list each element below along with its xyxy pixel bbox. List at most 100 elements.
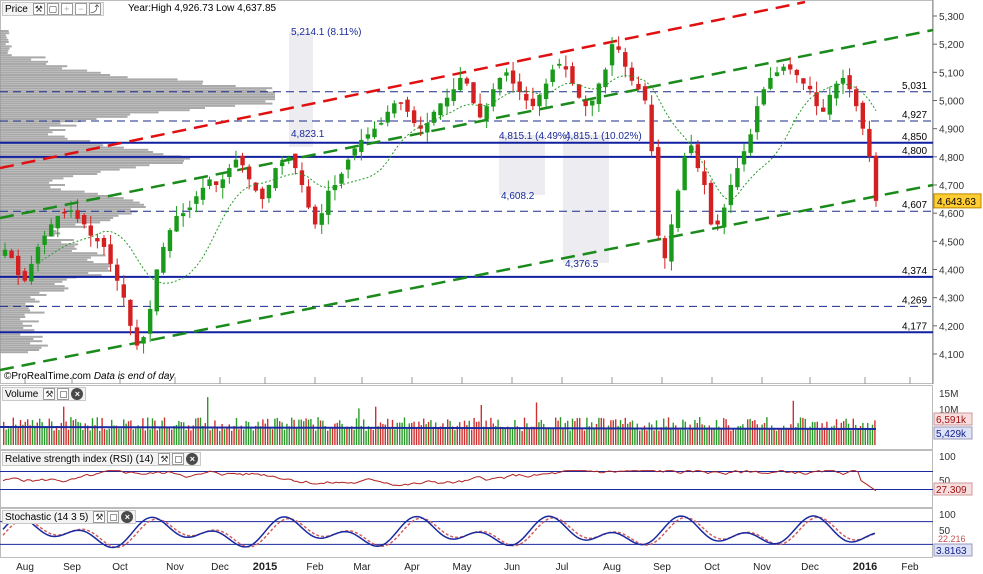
wrench-icon[interactable]: ⚒ — [43, 388, 56, 400]
volume-bar — [742, 424, 744, 445]
price-panel[interactable]: 5,214.1 (8.11%) 4,823.1 4,815.1 (4.49%) 4,8… — [0, 0, 983, 385]
level-label: 4,607 — [902, 200, 927, 211]
volume-bar — [785, 427, 787, 445]
volume-profile-bar — [0, 56, 46, 59]
volume-bar — [559, 417, 562, 445]
candle-body — [121, 284, 126, 298]
volume-bar — [154, 420, 156, 445]
candle-body — [669, 224, 674, 262]
volume-bar — [286, 423, 288, 445]
volume-bar — [444, 427, 446, 445]
volume-bar — [490, 417, 492, 445]
volume-bar — [262, 419, 264, 445]
rsi-panel-title: Relative strength index (RSI) (14) — [5, 453, 154, 465]
candle-body — [807, 85, 813, 90]
volume-profile-bar — [0, 80, 204, 83]
volume-bar — [401, 422, 403, 445]
candle-body — [755, 106, 760, 133]
candle-body — [860, 102, 866, 129]
volume-bar — [586, 417, 588, 445]
candle-body — [332, 185, 338, 191]
volume-profile-bar — [0, 82, 203, 85]
volume-profile-bar — [0, 322, 23, 325]
axis-tick-label: 4,900 — [939, 125, 964, 136]
volume-bar — [130, 420, 132, 445]
volume-profile-bar — [0, 311, 45, 314]
pointer-icon[interactable]: ⤴ — [88, 3, 101, 15]
volume-bar — [535, 402, 538, 445]
volume-bar — [113, 425, 115, 445]
candle-body — [814, 92, 819, 107]
volume-bar — [377, 426, 379, 445]
close-icon[interactable]: × — [186, 453, 199, 465]
window-icon[interactable]: ▢ — [172, 453, 185, 465]
volume-bar — [406, 428, 408, 445]
volume-bar — [843, 421, 845, 445]
volume-profile-bar — [0, 140, 91, 142]
candle-body — [42, 235, 47, 245]
volume-bar — [166, 426, 168, 445]
volume-bar — [336, 422, 338, 445]
volume-bar — [636, 423, 638, 445]
candle-body — [735, 168, 740, 188]
price-chart[interactable]: 5,214.1 (8.11%)4,823.1 4,815.1 (4.49%)4,8… — [0, 0, 983, 385]
volume-profile-bar — [0, 338, 34, 340]
window-icon[interactable]: ▢ — [46, 3, 59, 15]
volume-bar — [55, 426, 58, 445]
volume-bar — [735, 429, 737, 445]
candle-body — [266, 185, 272, 199]
volume-bar — [346, 426, 348, 445]
candle-body — [728, 185, 734, 206]
zoom-in-icon[interactable]: + — [60, 3, 73, 15]
volume-bar — [689, 424, 691, 445]
volume-bar — [243, 429, 245, 445]
window-icon[interactable]: ▢ — [107, 511, 120, 523]
volume-bar — [511, 427, 514, 445]
volume-profile-bar — [0, 258, 88, 261]
volume-panel-title: Volume — [5, 388, 39, 400]
zoom-out-icon[interactable]: − — [74, 3, 87, 15]
candle-body — [471, 82, 476, 104]
wrench-icon[interactable]: ⚒ — [93, 511, 106, 523]
volume-bars — [3, 397, 876, 445]
rsi-panel[interactable]: 100 50 27.309 Relative strength index (RSI… — [0, 450, 983, 508]
volume-profile-bar — [0, 146, 124, 149]
time-axis-label: Feb — [901, 562, 919, 573]
volume-profile-bar — [0, 199, 134, 202]
candle-body — [840, 77, 846, 84]
volume-bar — [665, 426, 667, 445]
volume-profile-bar — [0, 219, 111, 222]
volume-bar — [761, 424, 763, 445]
volume-profile-bar — [0, 300, 40, 303]
close-icon[interactable]: × — [71, 388, 84, 400]
volume-bar — [34, 425, 36, 445]
candle-body — [141, 337, 146, 344]
volume-bar — [91, 418, 94, 445]
volume-bar — [87, 425, 89, 445]
volume-bar — [646, 430, 648, 445]
volume-bar — [334, 423, 336, 445]
volume-profile-bar — [0, 104, 236, 107]
volume-bar — [591, 422, 593, 445]
rsi-line — [2, 470, 877, 492]
candle-body — [134, 327, 140, 346]
volume-bar — [463, 420, 466, 445]
volume-panel[interactable]: 15M 10M 6,591k 5,429k Volume ⚒ ▢ × — [0, 385, 983, 450]
volume-profile-bar — [0, 170, 101, 173]
stochastic-panel[interactable]: 100 50 22.216 3.8163 Stochastic (14 3 5) ⚒ … — [0, 508, 983, 558]
window-icon[interactable]: ▢ — [57, 388, 70, 400]
volume-profile-bar — [0, 291, 40, 294]
volume-profile-bar — [0, 175, 74, 178]
volume-bar — [77, 421, 79, 445]
level-label: 4,850 — [902, 132, 927, 143]
wrench-icon[interactable]: ⚒ — [158, 453, 171, 465]
volume-bar — [343, 427, 346, 445]
close-icon[interactable]: × — [121, 511, 134, 523]
volume-bar — [127, 421, 130, 445]
volume-profile-bar — [0, 181, 50, 184]
volume-bar — [783, 425, 785, 445]
wrench-icon[interactable]: ⚒ — [32, 3, 45, 15]
